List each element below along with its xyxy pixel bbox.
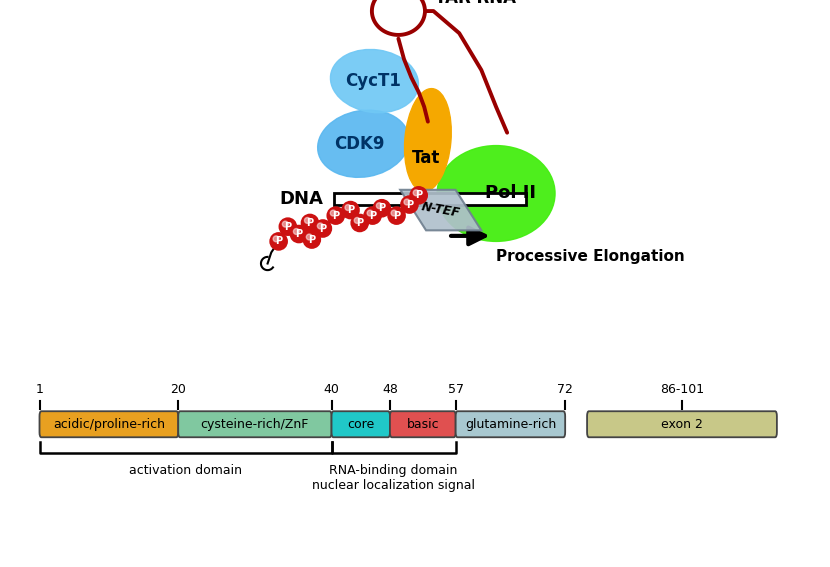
Text: P: P xyxy=(393,210,400,221)
Text: P: P xyxy=(369,210,376,221)
Text: basic: basic xyxy=(407,418,439,431)
Circle shape xyxy=(410,187,427,204)
Circle shape xyxy=(280,218,296,235)
Circle shape xyxy=(330,210,336,216)
FancyBboxPatch shape xyxy=(390,411,456,437)
FancyBboxPatch shape xyxy=(456,411,565,437)
Text: 57: 57 xyxy=(447,383,464,396)
Text: Tat: Tat xyxy=(412,150,440,167)
FancyBboxPatch shape xyxy=(178,411,331,437)
Text: N-TEF: N-TEF xyxy=(420,200,461,220)
Circle shape xyxy=(273,236,279,242)
Text: exon 2: exon 2 xyxy=(661,418,703,431)
Circle shape xyxy=(305,218,310,223)
Circle shape xyxy=(301,214,319,231)
Circle shape xyxy=(290,226,307,243)
Text: 86-101: 86-101 xyxy=(660,383,704,396)
Text: P: P xyxy=(308,235,315,244)
Circle shape xyxy=(327,207,344,224)
Circle shape xyxy=(315,220,331,237)
Circle shape xyxy=(293,229,300,234)
Text: glutamine-rich: glutamine-rich xyxy=(465,418,556,431)
Circle shape xyxy=(364,207,381,224)
Text: CDK9: CDK9 xyxy=(334,135,385,153)
FancyBboxPatch shape xyxy=(331,411,390,437)
Circle shape xyxy=(413,190,419,196)
FancyBboxPatch shape xyxy=(334,193,525,205)
FancyBboxPatch shape xyxy=(587,411,777,437)
Text: Pol II: Pol II xyxy=(486,184,536,202)
Text: CycT1: CycT1 xyxy=(344,72,401,90)
Text: Processive Elongation: Processive Elongation xyxy=(496,249,685,264)
Text: P: P xyxy=(356,218,364,228)
Text: TAR RNA: TAR RNA xyxy=(435,0,516,7)
Text: P: P xyxy=(332,210,339,221)
Text: activation domain: activation domain xyxy=(129,464,242,477)
Circle shape xyxy=(342,202,359,218)
Text: 20: 20 xyxy=(170,383,186,396)
Text: P: P xyxy=(378,203,385,213)
Circle shape xyxy=(303,231,320,248)
Text: 1: 1 xyxy=(36,383,43,396)
Circle shape xyxy=(404,199,410,205)
Circle shape xyxy=(354,218,360,223)
Text: 40: 40 xyxy=(324,383,339,396)
Text: acidic/proline-rich: acidic/proline-rich xyxy=(53,418,165,431)
Text: P: P xyxy=(285,222,291,232)
Circle shape xyxy=(351,214,369,231)
Circle shape xyxy=(270,233,287,250)
Text: P: P xyxy=(406,200,413,210)
Text: cysteine-rich/ZnF: cysteine-rich/ZnF xyxy=(201,418,309,431)
Circle shape xyxy=(401,196,418,213)
Ellipse shape xyxy=(437,146,555,242)
Text: P: P xyxy=(275,236,282,247)
Circle shape xyxy=(282,221,288,227)
Circle shape xyxy=(306,234,312,240)
Text: DNA: DNA xyxy=(279,190,323,208)
Ellipse shape xyxy=(404,88,452,192)
Text: P: P xyxy=(415,191,422,200)
Text: RNA-binding domain
nuclear localization signal: RNA-binding domain nuclear localization … xyxy=(312,464,475,492)
Text: P: P xyxy=(306,218,314,228)
Ellipse shape xyxy=(318,110,409,177)
Circle shape xyxy=(374,200,390,217)
Text: 48: 48 xyxy=(382,383,398,396)
Circle shape xyxy=(345,205,351,210)
Text: P: P xyxy=(347,205,354,215)
Text: core: core xyxy=(347,418,374,431)
Circle shape xyxy=(367,210,373,216)
Ellipse shape xyxy=(330,49,418,113)
Text: P: P xyxy=(320,223,326,234)
Circle shape xyxy=(376,203,383,209)
Text: P: P xyxy=(295,229,302,239)
Circle shape xyxy=(391,210,397,216)
Circle shape xyxy=(317,223,324,229)
Circle shape xyxy=(388,207,405,224)
Text: 72: 72 xyxy=(557,383,573,396)
Polygon shape xyxy=(400,190,481,230)
FancyBboxPatch shape xyxy=(40,411,178,437)
